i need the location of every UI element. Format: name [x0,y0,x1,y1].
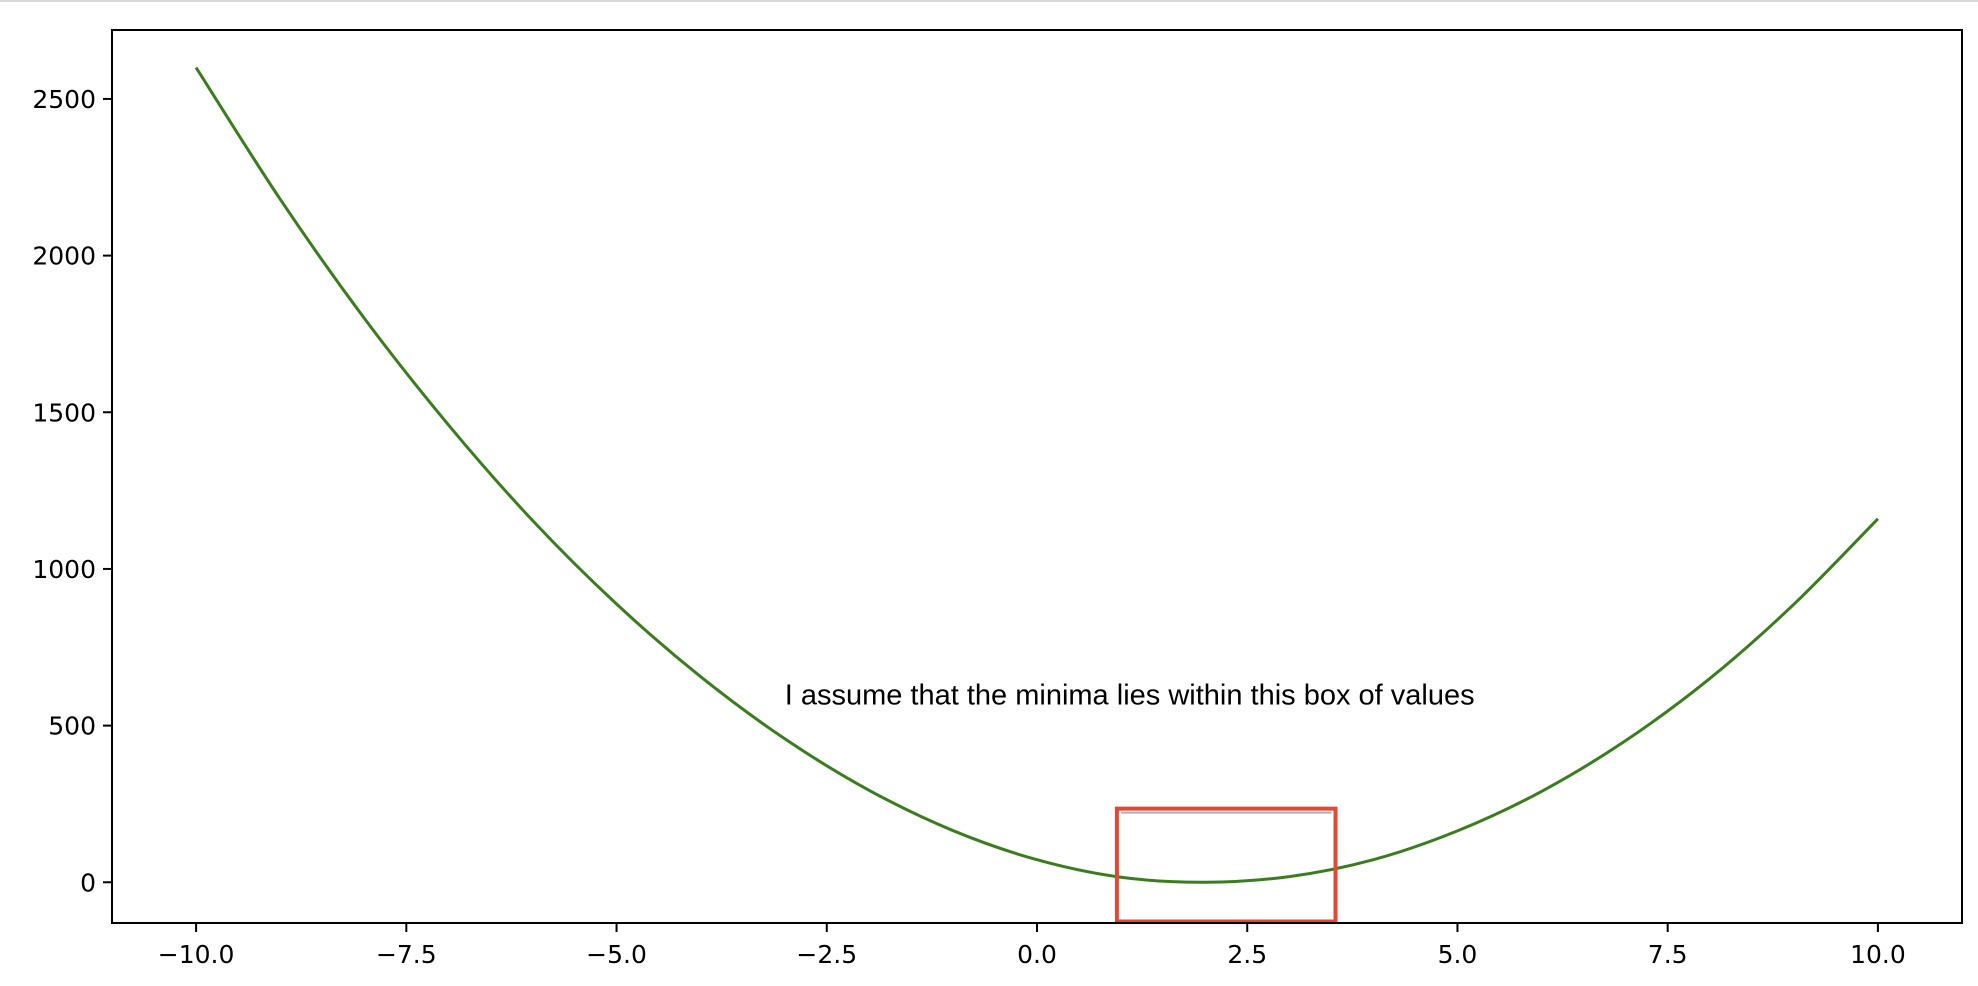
window-top-border [0,0,1978,2]
y-tick-label: 1000 [32,555,96,584]
x-tick-label: −7.5 [376,940,437,969]
x-axis: −10.0 −7.5 −5.0 −2.5 0.0 2.5 5.0 7.5 10.0 [158,923,1906,969]
x-tick-label: 0.0 [1017,940,1057,969]
y-tick-label: 0 [80,868,96,897]
y-tick-label: 2500 [32,85,96,114]
x-tick-label: 2.5 [1227,940,1267,969]
x-tick-label: −5.0 [586,940,647,969]
plot-layer [194,66,1879,924]
x-tick-label: 10.0 [1850,940,1906,969]
annotation-box [1114,806,1338,924]
x-tick-label: 7.5 [1648,940,1688,969]
x-tick-label: 5.0 [1438,940,1478,969]
series-line-0 [194,66,1879,884]
x-tick-label: −10.0 [158,940,235,969]
x-tick-label: −2.5 [796,940,857,969]
y-tick-label: 1500 [32,398,96,427]
axes-frame [111,29,1963,924]
annotation-text: I assume that the minima lies within thi… [785,679,1475,711]
y-tick-label: 500 [48,712,96,741]
y-axis: 0 500 1000 1500 2000 2500 [32,85,112,897]
y-tick-label: 2000 [32,242,96,271]
